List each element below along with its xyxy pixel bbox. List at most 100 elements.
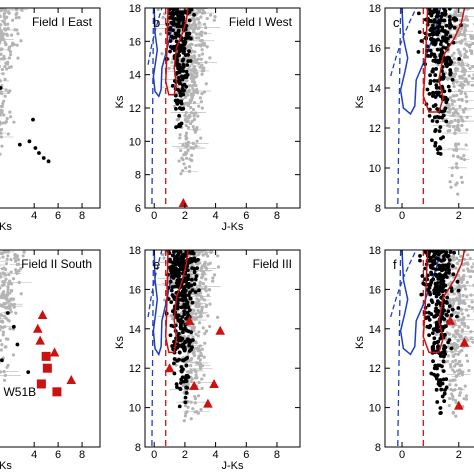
member-star-point [448,250,453,254]
field-star-point [188,157,192,161]
field-star-point [446,354,450,358]
member-star-point [169,34,174,39]
field-star-point [187,254,191,258]
blue-isochrone-dashed [147,250,163,318]
member-star-point [174,106,178,111]
member-star-point [180,86,185,91]
field-star-point [6,291,10,295]
panel-e: 0 2 4 6 8 8 10 12 14 16 18 J-Ks Ks Field III e [114,245,301,472]
member-star-point [432,42,437,47]
field-star-point [3,11,7,15]
member-star-point [179,65,184,70]
field-star-point [203,341,207,345]
field-star-point [471,65,474,69]
member-star-point [177,404,182,409]
field-star-point [9,270,13,274]
member-star-point [433,128,438,132]
field-star-point [185,94,189,98]
field-star-point [158,32,163,36]
member-star-point [168,49,172,54]
member-star-point [183,288,188,293]
field-star-point [458,295,462,299]
field-star-point [456,369,460,373]
field-star-point [466,325,470,330]
field-star-point [197,302,201,306]
member-star-point [441,369,446,374]
member-star-point [170,253,175,258]
member-star-point [46,159,51,164]
field-star-point [9,115,13,119]
field-star-point [195,126,199,130]
field-star-point [188,24,192,28]
field-star-point [197,354,201,358]
field-star-point [470,305,474,310]
field-star-point [20,8,24,12]
field-star-point [196,114,200,118]
member-star-point [432,341,437,346]
member-star-point [418,253,422,258]
member-star-point [172,297,177,301]
member-star-point [427,333,431,338]
x-tick-label: 6 [55,210,61,222]
y-axis-title: Ks [114,336,126,349]
member-star-point [197,288,201,293]
field-star-point [455,111,459,115]
member-star-point [437,24,441,29]
field-star-point [470,265,474,269]
axes-frame [0,7,101,209]
member-star-point [186,273,191,278]
member-star-point [187,49,191,54]
field-star-point [461,293,465,298]
member-star-point [442,257,447,262]
field-star-point [192,325,197,330]
x-tick-label: 0 [151,210,157,222]
member-star-point [184,390,189,395]
field-star-point [183,151,188,155]
field-star-point [4,262,9,266]
field-star-point [200,106,204,110]
member-star-point [433,140,438,145]
field-star-point [2,99,6,103]
field-star-point [447,403,451,408]
field-star-point [463,384,467,388]
field-star-point [461,66,466,71]
field-star-point [191,141,196,146]
field-star-point [0,319,5,323]
member-star-point [429,280,434,285]
member-star-point [178,250,183,254]
field-star-point [206,293,210,297]
field-star-point [0,104,4,108]
field-star-point [452,84,456,89]
x-tick-label: 6 [55,449,61,461]
member-star-point [416,50,421,54]
blue-dashed-line [397,8,402,208]
field-star-point [449,342,453,346]
field-star-point [460,329,464,334]
member-star-point [447,268,451,273]
field-star-point [189,368,193,373]
field-star-point [21,254,25,258]
field-star-point [200,347,204,351]
field-star-point [453,128,458,132]
member-star-point [178,278,183,282]
field-star-point [4,337,8,341]
field-star-point [183,414,188,418]
field-star-point [463,79,467,83]
y-tick-label: 8 [135,442,141,454]
field-star-point [191,407,195,411]
member-star-point [193,259,198,263]
field-star-point [8,279,12,283]
field-star-point [453,348,458,352]
field-star-point [200,250,204,254]
field-star-point [3,64,7,69]
field-star-point [192,29,196,33]
field-star-point [162,256,166,260]
field-star-point [11,277,16,281]
field-star-point [161,15,165,20]
field-star-point [454,374,458,379]
field-star-point [456,118,461,122]
red-isochrone [164,250,189,354]
member-star-point [175,250,180,253]
field-star-point [451,333,456,338]
field-star-point [3,94,7,98]
